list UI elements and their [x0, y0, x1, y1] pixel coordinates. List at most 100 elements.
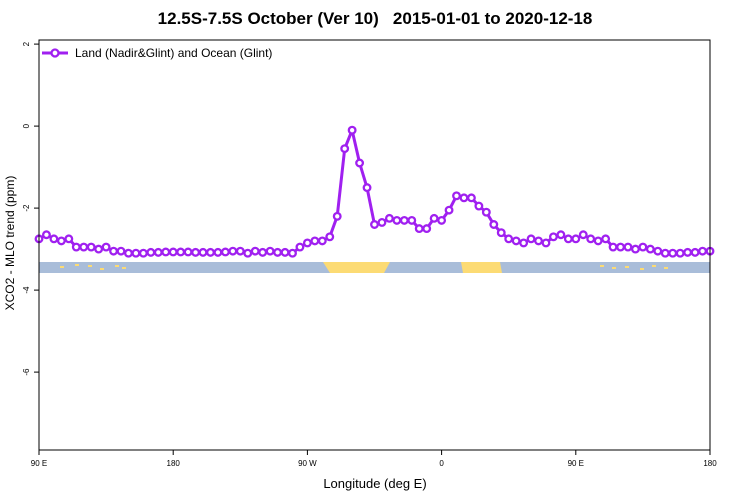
data-point — [317, 236, 327, 246]
x-tick-label: 0 — [439, 459, 444, 468]
data-point — [489, 220, 499, 229]
legend-label: Land (Nadir&Glint) and Ocean (Glint) — [75, 46, 272, 60]
data-point — [511, 236, 521, 246]
y-tick-label: 2 — [22, 41, 31, 46]
legend-marker — [50, 48, 60, 58]
data-point — [384, 213, 394, 223]
data-point — [586, 234, 596, 244]
x-tick-label: 180 — [703, 459, 717, 468]
data-point — [414, 224, 424, 234]
data-point — [124, 248, 133, 258]
data-point — [660, 248, 670, 258]
data-point — [593, 236, 603, 246]
data-point — [653, 246, 663, 256]
data-point — [683, 247, 693, 257]
data-point — [295, 242, 305, 252]
chart-title: 12.5S-7.5S October (Ver 10) 2015-01-01 t… — [157, 9, 593, 28]
data-point — [578, 230, 588, 240]
data-point — [601, 234, 611, 244]
island-speck — [100, 268, 104, 270]
data-point — [325, 232, 335, 242]
data-point — [183, 247, 193, 257]
island-speck — [60, 266, 64, 268]
data-point — [146, 247, 156, 257]
data-point — [362, 183, 372, 193]
data-point — [370, 220, 379, 229]
data-point — [630, 244, 640, 254]
data-point — [675, 248, 685, 258]
data-point — [176, 247, 186, 257]
island-speck — [122, 267, 126, 269]
data-point — [79, 242, 89, 252]
data-point — [109, 246, 119, 256]
data-point — [608, 242, 618, 252]
data-point — [548, 232, 558, 242]
data-point — [288, 248, 297, 258]
data-point — [213, 247, 223, 257]
data-point — [429, 213, 439, 223]
data-point — [347, 125, 357, 135]
data-point — [638, 242, 648, 252]
data-point — [452, 191, 461, 201]
y-tick-label: -2 — [22, 204, 31, 212]
data-point — [49, 234, 59, 244]
y-tick-label: -4 — [22, 286, 31, 294]
data-point — [101, 242, 111, 252]
y-tick-label: 0 — [22, 123, 31, 128]
data-point — [668, 248, 678, 258]
data-point — [645, 244, 655, 254]
data-point — [466, 193, 476, 203]
series-layer — [34, 125, 715, 258]
data-point — [690, 247, 700, 257]
island-speck — [640, 268, 644, 270]
data-point — [116, 246, 126, 256]
data-point — [235, 246, 245, 256]
data-point — [444, 205, 454, 215]
data-point — [280, 247, 290, 257]
data-point — [310, 236, 320, 246]
data-point — [228, 246, 238, 256]
data-point — [519, 238, 529, 248]
data-point — [571, 234, 581, 244]
data-point — [355, 158, 365, 168]
data-point — [422, 224, 432, 234]
data-point — [191, 247, 201, 257]
land-ocean-strip — [39, 262, 710, 273]
data-point — [526, 234, 536, 244]
data-point — [459, 193, 469, 203]
x-tick-label: 90 E — [31, 459, 47, 468]
data-point — [534, 236, 543, 246]
data-point — [258, 247, 268, 257]
x-axis-label: Longitude (deg E) — [323, 476, 427, 491]
land-africa — [461, 262, 502, 273]
data-point — [541, 238, 551, 248]
island-speck — [664, 267, 668, 269]
data-point — [623, 242, 633, 252]
data-point — [153, 247, 163, 257]
data-point — [273, 247, 283, 257]
data-point — [302, 238, 312, 248]
data-point — [168, 247, 178, 257]
series-line — [38, 128, 710, 255]
data-point — [206, 247, 215, 257]
data-point — [220, 247, 230, 257]
data-point — [377, 217, 387, 227]
island-speck — [612, 267, 616, 269]
island-speck — [115, 265, 119, 267]
x-tick-label: 90 W — [298, 459, 317, 468]
data-point — [504, 234, 514, 244]
data-point — [563, 234, 573, 244]
legend: Land (Nadir&Glint) and Ocean (Glint) — [42, 46, 272, 60]
data-point — [332, 211, 342, 221]
data-point — [243, 248, 253, 258]
island-speck — [600, 265, 604, 267]
data-point — [138, 248, 148, 258]
data-point — [437, 215, 447, 225]
data-point — [42, 230, 51, 240]
plot-frame — [38, 39, 711, 451]
island-speck — [88, 265, 92, 267]
data-point — [392, 215, 402, 225]
data-point — [496, 228, 506, 238]
data-point — [474, 201, 484, 211]
